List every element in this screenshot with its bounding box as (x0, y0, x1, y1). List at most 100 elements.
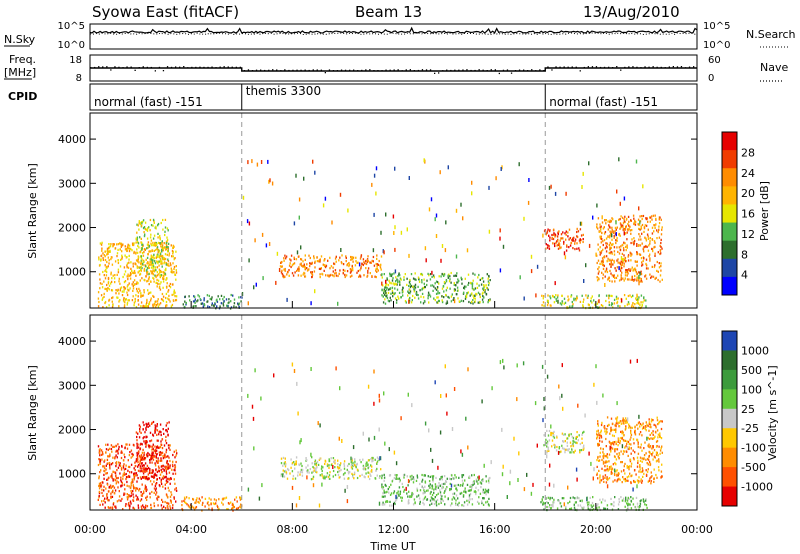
data-cell (604, 455, 606, 458)
data-cell (422, 501, 424, 504)
data-cell (152, 451, 154, 454)
data-cell (142, 260, 145, 263)
data-cell (224, 497, 226, 500)
data-cell (550, 424, 552, 429)
data-cell (408, 281, 411, 284)
data-cell (125, 503, 127, 506)
data-cell (421, 485, 423, 488)
data-cell (588, 451, 590, 456)
data-cell (160, 241, 162, 245)
data-cell (346, 499, 349, 504)
data-cell (470, 487, 473, 490)
data-cell (106, 496, 109, 499)
data-cell (385, 491, 387, 494)
data-cell (623, 279, 625, 282)
data-cell (388, 288, 390, 291)
data-cell (230, 306, 233, 309)
data-cell (147, 422, 150, 425)
data-cell (482, 295, 484, 298)
data-cell (431, 502, 434, 505)
data-cell (407, 294, 409, 297)
data-cell (120, 484, 122, 487)
data-cell (149, 468, 151, 471)
data-cell (420, 272, 423, 276)
data-cell (484, 488, 487, 491)
data-cell (387, 299, 390, 302)
data-cell (574, 501, 577, 504)
data-cell (116, 273, 118, 276)
data-cell (456, 489, 458, 492)
data-cell (135, 306, 138, 309)
data-cell (610, 272, 612, 275)
data-cell (146, 243, 149, 246)
data-cell (167, 258, 169, 261)
data-cell (610, 220, 612, 223)
data-cell (167, 496, 169, 499)
data-cell (567, 231, 569, 234)
data-cell (135, 252, 137, 255)
data-cell (138, 450, 140, 454)
data-cell (328, 458, 330, 461)
data-cell (638, 227, 640, 230)
data-cell (566, 441, 568, 444)
ytick-label: 1000 (58, 266, 86, 279)
data-cell (440, 494, 442, 497)
data-cell (407, 392, 409, 397)
data-cell (151, 448, 153, 451)
nave-dot (268, 69, 270, 71)
data-cell (618, 246, 620, 249)
data-cell (165, 470, 167, 473)
data-cell (639, 431, 642, 434)
data-cell (479, 278, 481, 281)
data-cell (163, 275, 165, 278)
data-cell (487, 479, 490, 482)
data-cell (112, 456, 114, 459)
data-cell (153, 244, 156, 247)
data-cell (412, 476, 415, 479)
data-cell (160, 254, 162, 257)
data-cell (576, 235, 579, 239)
data-cell (509, 481, 511, 486)
data-cell (306, 459, 308, 462)
data-cell (165, 300, 168, 304)
data-cell (156, 271, 159, 274)
data-cell (384, 298, 386, 301)
data-cell (139, 454, 141, 458)
data-cell (636, 293, 638, 298)
data-cell (624, 446, 626, 449)
data-cell (602, 447, 604, 451)
data-cell (410, 273, 413, 276)
data-cell (653, 246, 655, 249)
data-cell (150, 475, 153, 478)
data-cell (611, 274, 613, 277)
data-cell (601, 215, 603, 220)
data-cell (562, 237, 564, 240)
data-cell (142, 254, 145, 257)
data-cell (657, 454, 659, 457)
nave-dot (688, 66, 691, 68)
data-cell (280, 265, 283, 268)
data-cell (144, 470, 146, 473)
data-cell (319, 267, 322, 271)
data-cell (391, 289, 394, 292)
data-cell (636, 358, 638, 363)
data-cell (116, 296, 118, 299)
data-cell (395, 474, 397, 477)
data-cell (314, 467, 316, 470)
data-cell (601, 221, 604, 224)
data-cell (261, 483, 263, 488)
data-cell (557, 247, 560, 250)
data-cell (606, 270, 609, 274)
data-cell (157, 248, 159, 251)
data-cell (485, 501, 487, 504)
data-cell (218, 498, 220, 501)
data-cell (350, 255, 352, 259)
data-cell (429, 295, 432, 298)
data-cell (293, 221, 296, 226)
cpid-frame (89, 83, 698, 111)
data-cell (342, 263, 345, 266)
data-cell (638, 206, 640, 211)
data-cell (129, 271, 132, 275)
data-cell (149, 229, 151, 232)
data-cell (237, 303, 240, 306)
